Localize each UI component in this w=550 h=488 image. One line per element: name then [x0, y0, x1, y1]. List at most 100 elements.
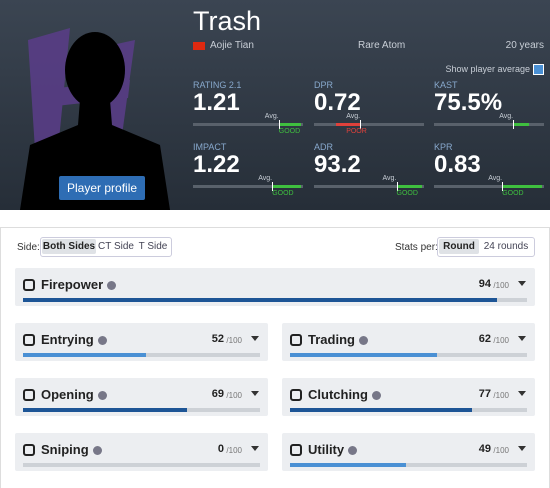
score-bar	[290, 408, 473, 412]
age: 20 years	[505, 40, 544, 51]
avg-label: Avg.	[346, 113, 361, 120]
stat-value: 1.21	[193, 89, 240, 116]
dropdown-arrow[interactable]	[518, 281, 526, 286]
stat-label: IMPACT	[193, 142, 227, 152]
score-max: /100	[493, 391, 509, 400]
stat-value: 1.22	[193, 151, 240, 178]
score-max: /100	[493, 336, 509, 345]
stat-label: KAST	[434, 80, 458, 90]
stat-value: 93.2	[314, 151, 361, 178]
category-name: Clutching	[308, 387, 368, 402]
gauge-fill	[278, 123, 301, 126]
score-bar	[290, 353, 437, 357]
score-max: /100	[493, 281, 509, 290]
verdict: GOOD	[272, 190, 294, 197]
avg-label: Avg.	[499, 113, 514, 120]
gauge-fill	[502, 185, 542, 188]
help-icon	[107, 281, 116, 290]
category-name: Opening	[41, 387, 94, 402]
show-average-label: Show player average	[445, 64, 530, 74]
score: 62	[478, 333, 491, 345]
verdict: GOOD	[396, 190, 418, 197]
gauge-track	[193, 185, 303, 188]
avg-label: Avg.	[382, 175, 397, 182]
tab-group	[437, 237, 535, 257]
score: 49	[478, 443, 491, 455]
stats-per-label: Stats per:	[395, 242, 438, 253]
tab[interactable]: Both Sides	[42, 239, 96, 254]
category-name: Sniping	[41, 442, 89, 457]
icon	[290, 444, 302, 456]
gauge-fill	[336, 123, 361, 126]
stat-box: Entrying/100 52	[15, 323, 268, 361]
icon	[23, 444, 35, 456]
score-bar	[23, 408, 187, 412]
score-bar	[23, 353, 147, 357]
dropdown-arrow[interactable]	[518, 446, 526, 451]
player-photo	[20, 28, 170, 210]
help-icon	[348, 446, 357, 455]
verdict: GOOD	[502, 190, 524, 197]
avg-marker	[278, 120, 280, 129]
score-max: /100	[226, 336, 242, 345]
verdict: POOR	[346, 128, 367, 135]
flag	[193, 42, 205, 50]
stat-box: Opening/100 69	[15, 378, 268, 416]
profile-button[interactable]: Player profile	[59, 176, 146, 200]
stat-value: 0.83	[434, 151, 481, 178]
tab[interactable]: T Side	[138, 241, 168, 252]
gauge-track	[314, 123, 424, 126]
gauge-track	[314, 185, 424, 188]
tab[interactable]: CT Side	[98, 241, 134, 252]
icon	[23, 334, 35, 346]
dropdown-arrow[interactable]	[251, 446, 259, 451]
score-bar	[23, 298, 497, 302]
avg-marker	[396, 182, 398, 191]
help-icon	[98, 336, 107, 345]
help-icon	[93, 446, 102, 455]
checkbox[interactable]	[533, 64, 544, 75]
dropdown-arrow[interactable]	[518, 391, 526, 396]
help-icon	[98, 391, 107, 400]
player-name: Trash	[193, 6, 262, 36]
icon	[290, 389, 302, 401]
tab-group	[40, 237, 172, 257]
tab[interactable]: Round	[439, 239, 479, 254]
stat-box: Utility/100 49	[282, 433, 535, 471]
dropdown-arrow[interactable]	[251, 336, 259, 341]
real-name: Aojie Tian	[210, 40, 254, 51]
stat-label: ADR	[314, 142, 334, 152]
stat-box: Firepower/100 94	[15, 268, 535, 306]
gauge-track	[434, 123, 544, 126]
avg-marker	[360, 120, 362, 129]
gauge-track	[193, 123, 303, 126]
dropdown-arrow[interactable]	[251, 391, 259, 396]
score-max: /100	[226, 391, 242, 400]
stat-label: KPR	[434, 142, 453, 152]
gauge-fill	[272, 185, 301, 188]
tab[interactable]: 24 rounds	[483, 241, 529, 252]
stat-box: Trading/100 62	[282, 323, 535, 361]
dropdown-arrow[interactable]	[518, 336, 526, 341]
avg-marker	[513, 120, 515, 129]
avg-marker	[502, 182, 504, 191]
gauge-fill	[396, 185, 422, 188]
score-max: /100	[493, 446, 509, 455]
icon	[23, 279, 35, 291]
score: 69	[211, 388, 224, 400]
score: 77	[478, 388, 491, 400]
icon	[290, 334, 302, 346]
side-label: Side:	[17, 242, 40, 253]
stat-label: RATING 2.1	[193, 80, 242, 90]
category-name: Firepower	[41, 277, 104, 292]
icon	[23, 389, 35, 401]
stat-box: Sniping/100 0	[15, 433, 268, 471]
avg-label: Avg.	[258, 175, 273, 182]
score: 94	[478, 278, 491, 290]
avg-label: Avg.	[264, 113, 279, 120]
score-bar	[290, 463, 407, 467]
gauge-fill	[513, 123, 529, 126]
score: 52	[211, 333, 224, 345]
category-name: Entrying	[41, 332, 94, 347]
